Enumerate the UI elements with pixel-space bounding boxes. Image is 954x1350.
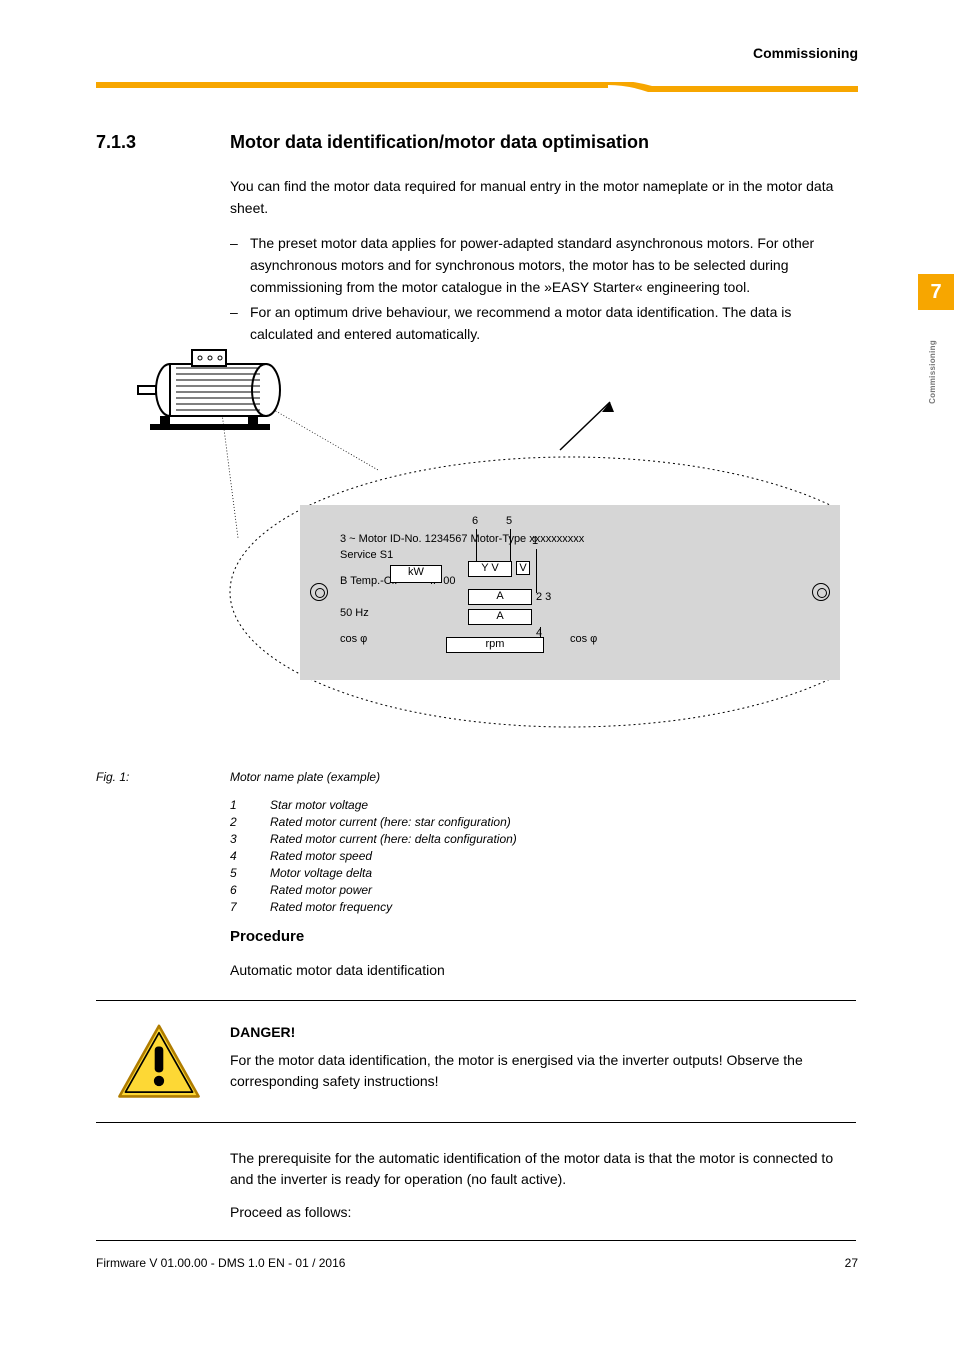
legend-num: 1 (230, 798, 270, 812)
warning-heading: DANGER! (230, 1024, 295, 1040)
side-label: Commissioning (928, 340, 944, 404)
section-title: Motor data identification/motor data opt… (230, 132, 649, 153)
body-text: You can find the motor data required for… (230, 176, 840, 350)
figure-number: Fig. 1: (96, 770, 129, 784)
figure-legend: 1Star motor voltage 2Rated motor current… (230, 798, 650, 917)
legend-text: Rated motor current (here: star configur… (270, 815, 650, 829)
plate-box-delta: V (516, 561, 530, 575)
plate-box-star: Y V (468, 561, 512, 577)
section-number: 7.1.3 (96, 132, 136, 153)
legend-text: Star motor voltage (270, 798, 650, 812)
plate-box-a1: A (468, 589, 532, 605)
bullet-1: The preset motor data applies for power-… (250, 233, 840, 298)
leader-line (536, 549, 537, 593)
divider (96, 1000, 856, 1001)
footer-divider (96, 1240, 856, 1241)
legend-text: Motor voltage delta (270, 866, 650, 880)
warning-icon (116, 1024, 202, 1100)
legend-text: Rated motor power (270, 883, 650, 897)
legend-num: 3 (230, 832, 270, 846)
plate-line-cos1: cos φ (340, 633, 367, 646)
dash-icon (230, 233, 250, 298)
legend-num: 5 (230, 866, 270, 880)
plate-box-a2: A (468, 609, 532, 625)
divider (96, 1122, 856, 1123)
plate-line-hz: 50 Hz (340, 607, 369, 620)
legend-pointer-6: 6 (472, 515, 478, 528)
plate-line-motor: 3 ~ Motor ID-No. 1234567 Motor-Type xxxx… (340, 533, 584, 546)
legend-num: 2 (230, 815, 270, 829)
side-tab-chapter: 7 (918, 274, 954, 310)
tail-paragraph-2: Proceed as follows: (230, 1202, 850, 1223)
subsection-body: Automatic motor data identification (230, 960, 840, 981)
plate-box-rpm: rpm (446, 637, 544, 653)
figure-motor-nameplate: 6 5 1 2 3 4 3 ~ Motor ID-No. 1234567 Mot… (120, 330, 840, 750)
page: Commissioning 7.1.3 Motor data identific… (0, 0, 954, 1350)
header-chapter: Commissioning (753, 45, 858, 61)
plate-line-temp: B Temp.-Cl. (340, 575, 397, 588)
plate-line-cos2: cos φ (570, 633, 597, 646)
tail-paragraph-1: The prerequisite for the automatic ident… (230, 1148, 850, 1190)
warning-text: For the motor data identification, the m… (230, 1050, 850, 1092)
legend-text: Rated motor speed (270, 849, 650, 863)
footer-left: Firmware V 01.00.00 - DMS 1.0 EN - 01 / … (96, 1256, 345, 1270)
figure-caption: Motor name plate (example) (230, 770, 380, 784)
legend-pointer-2-3: 2 3 (536, 591, 551, 604)
tail-text: The prerequisite for the automatic ident… (230, 1148, 850, 1223)
legend-text: Rated motor current (here: delta configu… (270, 832, 650, 846)
legend-num: 6 (230, 883, 270, 897)
legend-num: 7 (230, 900, 270, 914)
legend-pointer-5: 5 (506, 515, 512, 528)
bullet-list: The preset motor data applies for power-… (230, 233, 840, 345)
footer-page-number: 27 (845, 1256, 858, 1270)
legend-text: Rated motor frequency (270, 900, 650, 914)
plate-hole-icon (310, 583, 328, 601)
legend-num: 4 (230, 849, 270, 863)
plate-line-service: Service S1 (340, 549, 393, 562)
nameplate: 6 5 1 2 3 4 3 ~ Motor ID-No. 1234567 Mot… (300, 505, 840, 680)
plate-box-kw: kW (390, 565, 442, 583)
intro-paragraph: You can find the motor data required for… (230, 176, 840, 219)
subsection-title: Procedure (230, 928, 304, 945)
plate-hole-icon (812, 583, 830, 601)
accent-bar (96, 82, 608, 88)
accent-swoosh (608, 82, 858, 102)
